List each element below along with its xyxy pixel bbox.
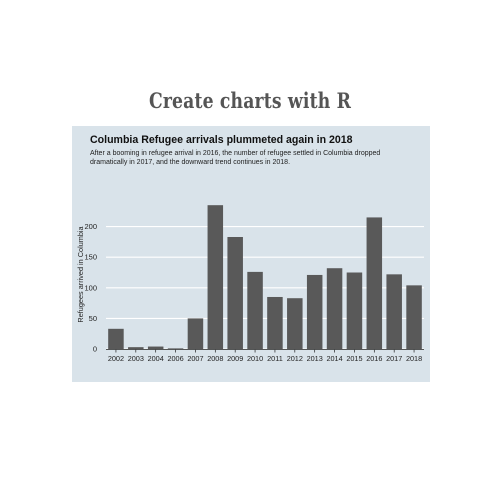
x-tick-label-2014: 2014	[326, 354, 342, 363]
y-tick-label-150: 150	[84, 253, 97, 262]
y-axis-label: Refugees arrived in Columbia	[76, 225, 85, 322]
x-tick-label-2011: 2011	[267, 354, 283, 363]
y-tick-label-0: 0	[93, 345, 97, 354]
x-tick-label-2002: 2002	[108, 354, 124, 363]
bar-2018	[406, 285, 422, 349]
bar-2013	[306, 274, 323, 349]
banner-title: Create charts with R	[148, 88, 352, 113]
bar-2009	[227, 237, 243, 349]
x-tick-label-2012: 2012	[287, 354, 303, 363]
chart-panel: Columbia Refugee arrivals plummeted agai…	[72, 126, 430, 382]
bar-2004	[147, 346, 164, 349]
bar-2006	[167, 348, 184, 349]
bar-2014	[326, 268, 343, 349]
bar-2017	[386, 274, 402, 349]
y-tick-label-100: 100	[84, 283, 97, 292]
bar-2015	[346, 272, 363, 349]
x-tick-label-2010: 2010	[247, 354, 263, 363]
chart-subtitle: After a booming in refugee arrival in 20…	[90, 150, 381, 166]
x-tick-label-2015: 2015	[346, 354, 362, 363]
chart-title: Columbia Refugee arrivals plummeted agai…	[90, 134, 353, 146]
x-tick-label-2009: 2009	[227, 354, 243, 363]
bar-2003	[128, 347, 144, 349]
y-tick-label-50: 50	[89, 314, 97, 323]
x-tick-label-2013: 2013	[307, 354, 323, 363]
x-tick-label-2017: 2017	[386, 354, 402, 363]
y-tick-label-200: 200	[84, 222, 97, 231]
bar-2012	[287, 298, 303, 349]
x-tick-label-2018: 2018	[406, 354, 422, 363]
x-tick-label-2004: 2004	[148, 354, 164, 363]
bar-2011	[267, 296, 283, 349]
bar-2002	[108, 328, 124, 349]
x-tick-label-2007: 2007	[187, 354, 203, 363]
x-tick-label-2003: 2003	[128, 354, 144, 363]
bar-2016	[366, 217, 383, 349]
bar-2007	[187, 318, 204, 349]
bar-2010	[247, 271, 263, 349]
x-tick-label-2008: 2008	[207, 354, 223, 363]
bar-2008	[207, 205, 224, 349]
x-tick-label-2006: 2006	[167, 354, 183, 363]
x-tick-label-2016: 2016	[366, 354, 382, 363]
